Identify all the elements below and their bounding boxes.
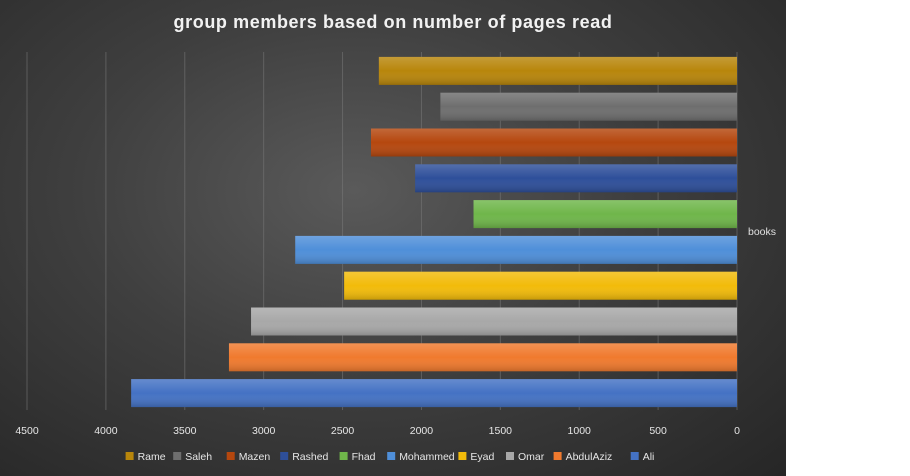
legend-swatch-rame xyxy=(125,452,134,460)
tick-labels: 4500 4000 3500 3000 2500 2000 1500 1000 500 0 xyxy=(15,425,740,437)
bar-shine xyxy=(228,343,737,372)
x-tick-label: 3000 xyxy=(252,425,276,437)
x-tick-label: 500 xyxy=(649,425,667,437)
legend-swatch-fhad xyxy=(339,452,348,460)
bar-shine xyxy=(370,128,737,157)
legend-swatch-abdulaziz xyxy=(553,452,562,460)
legend-swatch-mazen xyxy=(226,452,235,460)
legend-label-rame: Rame xyxy=(138,451,166,463)
x-tick-label: 2000 xyxy=(410,425,434,437)
x-tick-label: 4500 xyxy=(15,425,39,437)
chart-panel: group members based on number of pages r… xyxy=(0,0,786,476)
legend-label-mazen: Mazen xyxy=(239,451,271,463)
bar-shine xyxy=(131,379,738,408)
bar-shine xyxy=(344,271,737,300)
bar-shine xyxy=(295,235,737,264)
category-labels: books xyxy=(748,226,776,238)
legend-label-mohammed: Mohammed xyxy=(399,451,455,463)
legend-swatch-eyad xyxy=(458,452,467,460)
legend-swatch-rashed xyxy=(280,452,289,460)
legend-swatch-omar xyxy=(506,452,514,460)
chart-svg: 4500 4000 3500 3000 2500 2000 1500 1000 500 0 boo… xyxy=(15,52,776,463)
legend: Rame Saleh Mazen Rashed Fhad Mohammed Eyad Omar… xyxy=(125,451,655,463)
bar-shine xyxy=(378,56,737,85)
category-label: books xyxy=(748,226,776,238)
x-tick-label: 1000 xyxy=(568,425,592,437)
bars-layer xyxy=(131,56,738,408)
bar-shine xyxy=(415,164,737,193)
legend-label-eyad: Eyad xyxy=(470,451,494,463)
legend-label-fhad: Fhad xyxy=(352,451,376,463)
x-tick-label: 1500 xyxy=(489,425,513,437)
x-tick-label: 3500 xyxy=(173,425,197,437)
legend-label-saleh: Saleh xyxy=(185,451,212,463)
legend-swatch-ali xyxy=(630,452,639,460)
bar-shine xyxy=(440,92,737,121)
bar-shine xyxy=(251,307,738,336)
x-tick-label: 4000 xyxy=(94,425,118,437)
legend-swatch-saleh xyxy=(173,452,182,460)
x-tick-label: 2500 xyxy=(331,425,355,437)
legend-swatch-mohammed xyxy=(387,452,396,460)
x-tick-label: 0 xyxy=(734,425,740,437)
chart-title: group members based on number of pages r… xyxy=(173,12,613,32)
legend-label-omar: Omar xyxy=(518,451,545,463)
bar-shine xyxy=(473,200,737,229)
legend-label-abdulaziz: AbdulAziz xyxy=(566,451,613,463)
legend-label-rashed: Rashed xyxy=(292,451,328,463)
legend-label-ali: Ali xyxy=(643,451,655,463)
